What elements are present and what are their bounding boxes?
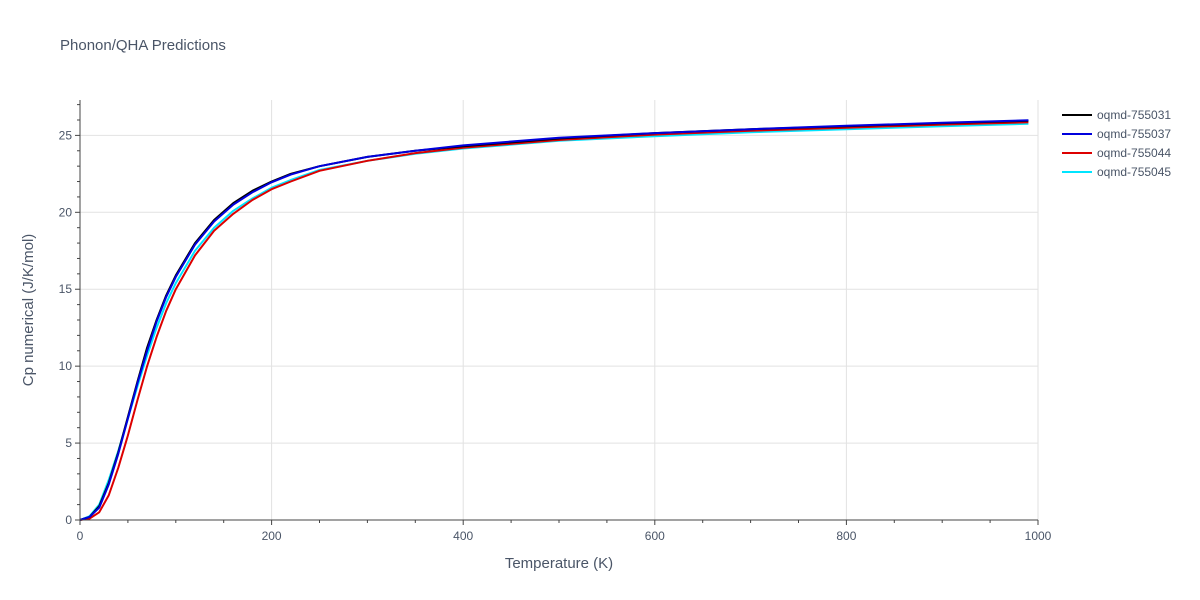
ticks: 0 200 400 600 800 1000 0 5 10 15 20 25 [59, 128, 1052, 543]
x-tick-label: 1000 [1025, 529, 1052, 543]
legend-label-oqmd-755037: oqmd-755037 [1097, 127, 1171, 141]
y-tick-label: 5 [65, 436, 72, 450]
y-tick-label: 20 [59, 205, 73, 219]
x-tick-label: 400 [453, 529, 473, 543]
legend-label-oqmd-755045: oqmd-755045 [1097, 165, 1171, 179]
x-tick-label: 200 [262, 529, 282, 543]
y-tick-label: 15 [59, 282, 73, 296]
legend-label-oqmd-755044: oqmd-755044 [1097, 146, 1171, 160]
x-axis-title: Temperature (K) [505, 555, 613, 572]
series-line-oqmd-755031 [79, 119, 1029, 521]
x-tick-label: 800 [836, 529, 856, 543]
plot-lines [79, 119, 1029, 521]
x-tick-label: 600 [645, 529, 665, 543]
y-axis-title: Cp numerical (J/K/mol) [20, 234, 37, 387]
x-tick-label: 0 [77, 529, 84, 543]
legend-label-oqmd-755031: oqmd-755031 [1097, 108, 1171, 122]
series-line-oqmd-755037 [79, 119, 1029, 521]
legend: oqmd-755031 oqmd-755037 oqmd-755044 oqmd-75… [1062, 108, 1171, 179]
y-tick-label: 0 [65, 513, 72, 527]
chart-title: Phonon/QHA Predictions [60, 37, 226, 54]
grid [80, 100, 1039, 520]
y-tick-label: 25 [59, 128, 73, 142]
series-line-oqmd-755045 [79, 122, 1029, 521]
y-tick-label: 10 [59, 359, 73, 373]
axes [75, 100, 1039, 525]
series-line-oqmd-755044 [79, 121, 1029, 521]
